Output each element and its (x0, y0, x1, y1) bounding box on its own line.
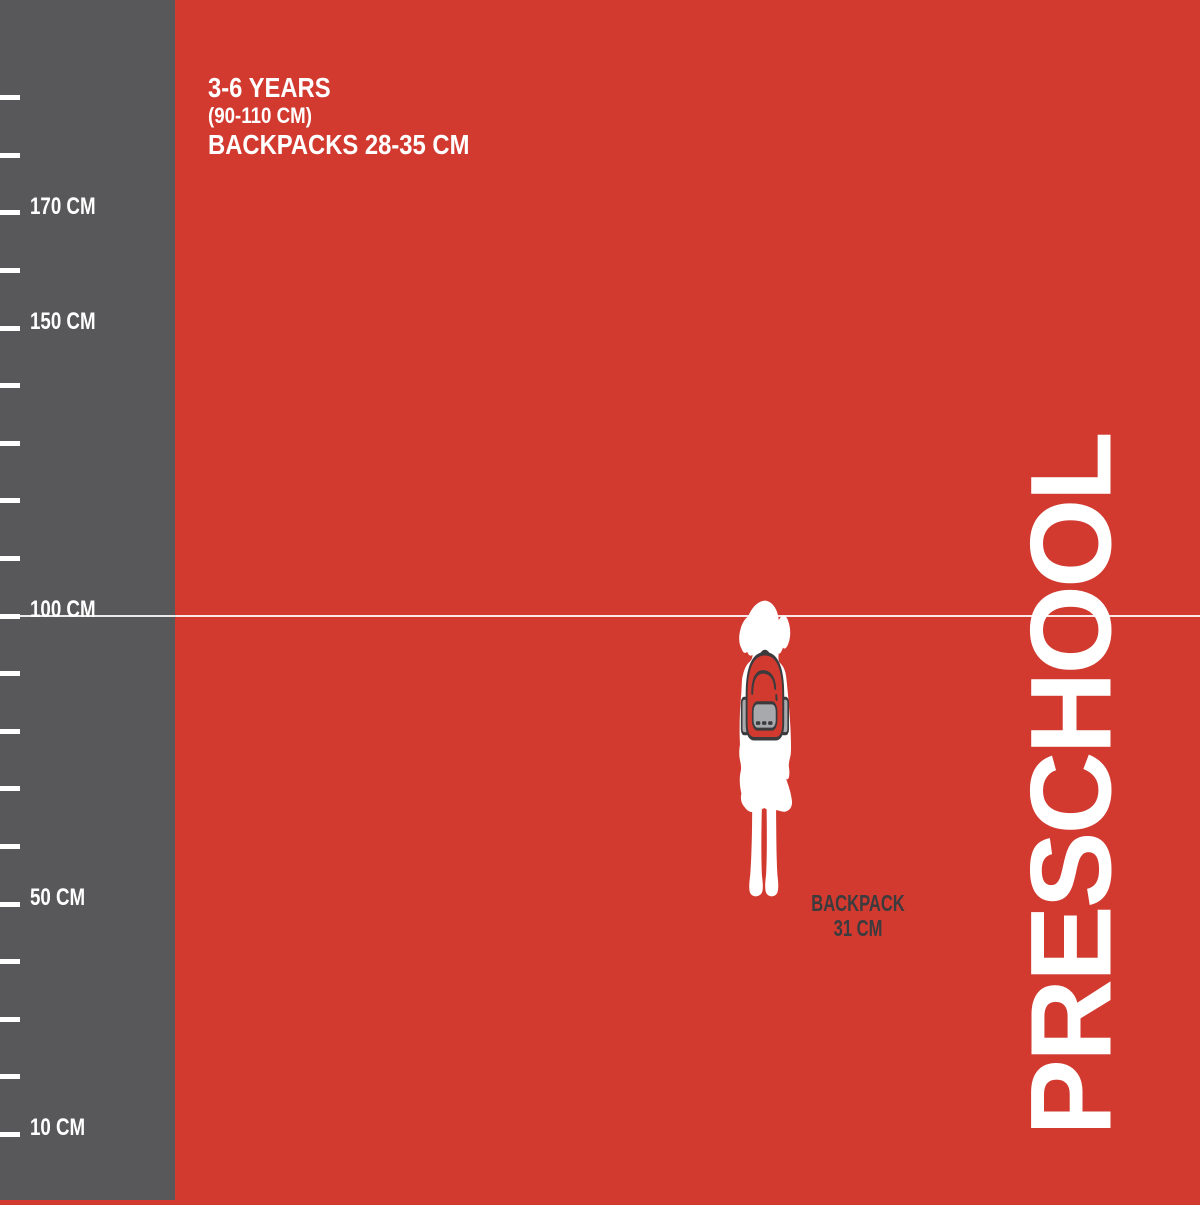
ruler-label-50cm: 50 CM (30, 886, 131, 910)
ruler-tick-190cm (0, 95, 20, 100)
ruler-label-10cm: 10 CM (30, 1116, 131, 1140)
girl-silhouette-path (739, 601, 792, 897)
ruler-tick-120cm (0, 498, 20, 503)
ruler-label-100cm: 100 CM (30, 598, 131, 622)
ruler-tick-20cm (0, 1074, 20, 1079)
backpack-caption-line2: 31 CM (786, 916, 930, 941)
ruler-tick-10cm (0, 1132, 20, 1137)
ruler-tick-140cm (0, 383, 20, 388)
ruler-tick-110cm (0, 556, 20, 561)
ruler-tick-180cm (0, 153, 20, 158)
ruler-label-170cm: 170 CM (30, 195, 131, 219)
ruler-tick-100cm (0, 614, 20, 619)
ruler-tick-50cm (0, 902, 20, 907)
header-backpack-size-range: BACKPACKS 28-35 CM (208, 131, 469, 159)
header-height-range: (90-110 CM) (208, 105, 312, 127)
backpack-front-pocket (753, 703, 777, 729)
ruler-tick-70cm (0, 786, 20, 791)
ruler-tick-130cm (0, 441, 20, 446)
category-title: PRESCHOOL (1015, 434, 1130, 1135)
ruler-tick-80cm (0, 729, 20, 734)
ruler-tick-150cm (0, 326, 20, 331)
ruler-tick-40cm (0, 959, 20, 964)
ruler-tick-160cm (0, 268, 20, 273)
ruler-tick-170cm (0, 210, 20, 215)
backpack-caption-line1: BACKPACK (786, 891, 930, 916)
ruler-tick-30cm (0, 1017, 20, 1022)
backpack-caption: BACKPACK 31 CM (786, 891, 930, 941)
header-age-range: 3-6 YEARS (208, 74, 331, 102)
ruler-tick-60cm (0, 844, 20, 849)
ruler-tick-90cm (0, 671, 20, 676)
ruler-label-150cm: 150 CM (30, 310, 131, 334)
